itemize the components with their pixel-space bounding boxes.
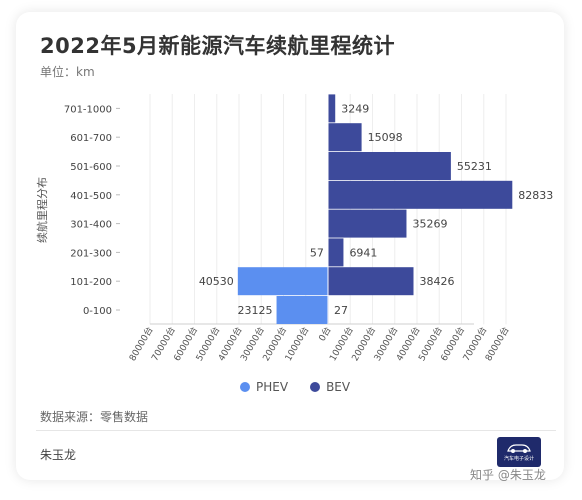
data-label-bev: 3249 [341,102,369,115]
car-icon [507,444,531,453]
data-label-bev: 82833 [518,189,553,202]
value-labels: 3249 15098 55231 82833 35269 57 6941 40530 38426… [199,102,553,317]
category-label: 701-1000 [64,104,112,115]
bar-bev[interactable] [328,209,407,238]
author-name: 朱玉龙 [40,448,77,462]
category-label: 601-700 [70,133,112,144]
data-label-bev: 55231 [457,160,492,173]
legend-dot-phev [240,382,250,392]
bar-bev[interactable] [328,94,336,123]
data-label-phev: 23125 [238,304,273,317]
data-label-bev: 6941 [349,246,377,259]
divider [36,430,556,431]
x-tick-labels: 80000台70000台60000台50000台40000台30000台2000… [126,325,511,364]
data-label-bev: 27 [334,304,348,317]
category-label: 0-100 [83,306,112,317]
bar-bev[interactable] [328,267,414,296]
legend-item-bev[interactable]: BEV [310,380,350,394]
category-labels: 701-1000 601-700 501-600 401-500 301-400 201-… [64,104,120,317]
legend: PHEV BEV [240,380,350,394]
bar-phev[interactable] [237,267,328,296]
category-label: 401-500 [70,191,112,202]
data-label-bev: 38426 [419,275,454,288]
chart-card [16,12,564,480]
legend-label-bev: BEV [326,380,351,394]
y-axis-label: 续航里程分布 [35,177,49,243]
bar-bev[interactable] [328,123,362,152]
data-label-bev: 35269 [412,218,447,231]
chart-title: 2022年5月新能源汽车续航里程统计 [40,34,396,58]
legend-label-phev: PHEV [256,380,289,394]
data-label-phev: 57 [310,246,324,259]
data-label-bev: 15098 [368,131,403,144]
category-label: 301-400 [70,220,112,231]
legend-item-phev[interactable]: PHEV [240,380,288,394]
bar-bev[interactable] [328,180,513,209]
bar-phev[interactable] [276,296,328,324]
bar-bev[interactable] [328,238,344,267]
data-label-phev: 40530 [199,275,234,288]
logo-text: 汽车电子设计 [503,456,534,462]
category-label: 101-200 [70,277,112,288]
x-tick-label: 0台 [316,325,334,344]
bar-bev[interactable] [328,152,451,180]
category-label: 501-600 [70,162,112,173]
watermark: 知乎 @朱玉龙 [470,468,546,482]
unit-label: 单位：km [40,65,95,79]
data-source: 数据来源：零售数据 [40,410,149,424]
brand-logo: 汽车电子设计 [497,437,541,467]
bars [237,94,513,324]
legend-dot-bev [310,382,321,392]
category-label: 201-300 [70,248,112,259]
